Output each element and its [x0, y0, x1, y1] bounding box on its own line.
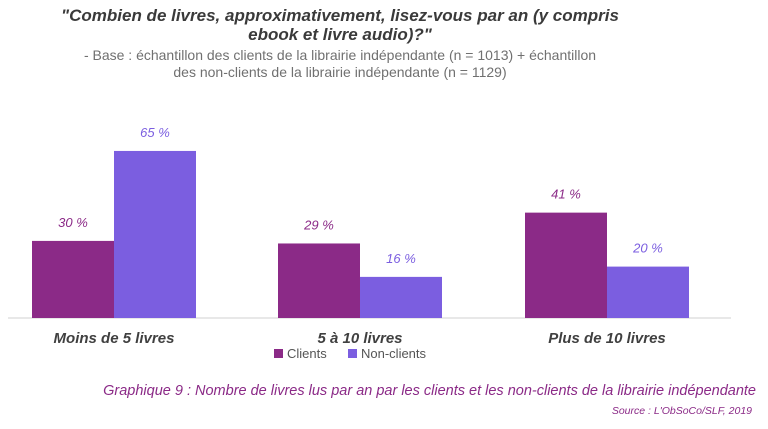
chart-subtitle: - Base : échantillon des clients de la l…	[40, 47, 640, 81]
chart-title: "Combien de livres, approximativement, l…	[40, 6, 640, 44]
chart-subtitle-line2: des non-clients de la librairie indépend…	[173, 64, 507, 80]
bar-non-clients-1	[114, 150, 196, 318]
data-label: 41 %	[551, 187, 581, 202]
category-label: 5 à 10 livres	[317, 330, 402, 347]
legend-label: Non-clients	[361, 346, 427, 361]
category-label: Plus de 10 livres	[548, 330, 666, 347]
bar-clients-3	[525, 212, 607, 318]
bar-clients-2	[278, 243, 360, 318]
figure-source: Source : L'ObSoCo/SLF, 2019	[611, 405, 752, 417]
chart-title-line2: ebook et livre audio)?"	[248, 25, 432, 44]
legend-label: Clients	[287, 346, 327, 361]
data-label: 30 %	[58, 215, 88, 230]
data-label: 29 %	[303, 217, 334, 232]
data-label: 16 %	[386, 251, 416, 266]
bar-chart: 30 % 29 % 41 % 65 % 16 % 20 % Moins de 5 livre…	[8, 125, 731, 361]
data-label: 20 %	[632, 241, 663, 256]
figure-caption: Graphique 9 : Nombre de livres lus par a…	[103, 383, 756, 399]
legend-swatch	[274, 349, 283, 358]
category-label: Moins de 5 livres	[54, 330, 175, 347]
bar-non-clients-2	[360, 276, 442, 318]
bar-non-clients-3	[607, 266, 689, 318]
chart-title-line1: "Combien de livres, approximativement, l…	[61, 6, 619, 25]
legend-swatch	[348, 349, 357, 358]
bar-clients-1	[32, 240, 114, 318]
chart-subtitle-line1: - Base : échantillon des clients de la l…	[83, 47, 597, 63]
data-label: 65 %	[140, 125, 170, 140]
